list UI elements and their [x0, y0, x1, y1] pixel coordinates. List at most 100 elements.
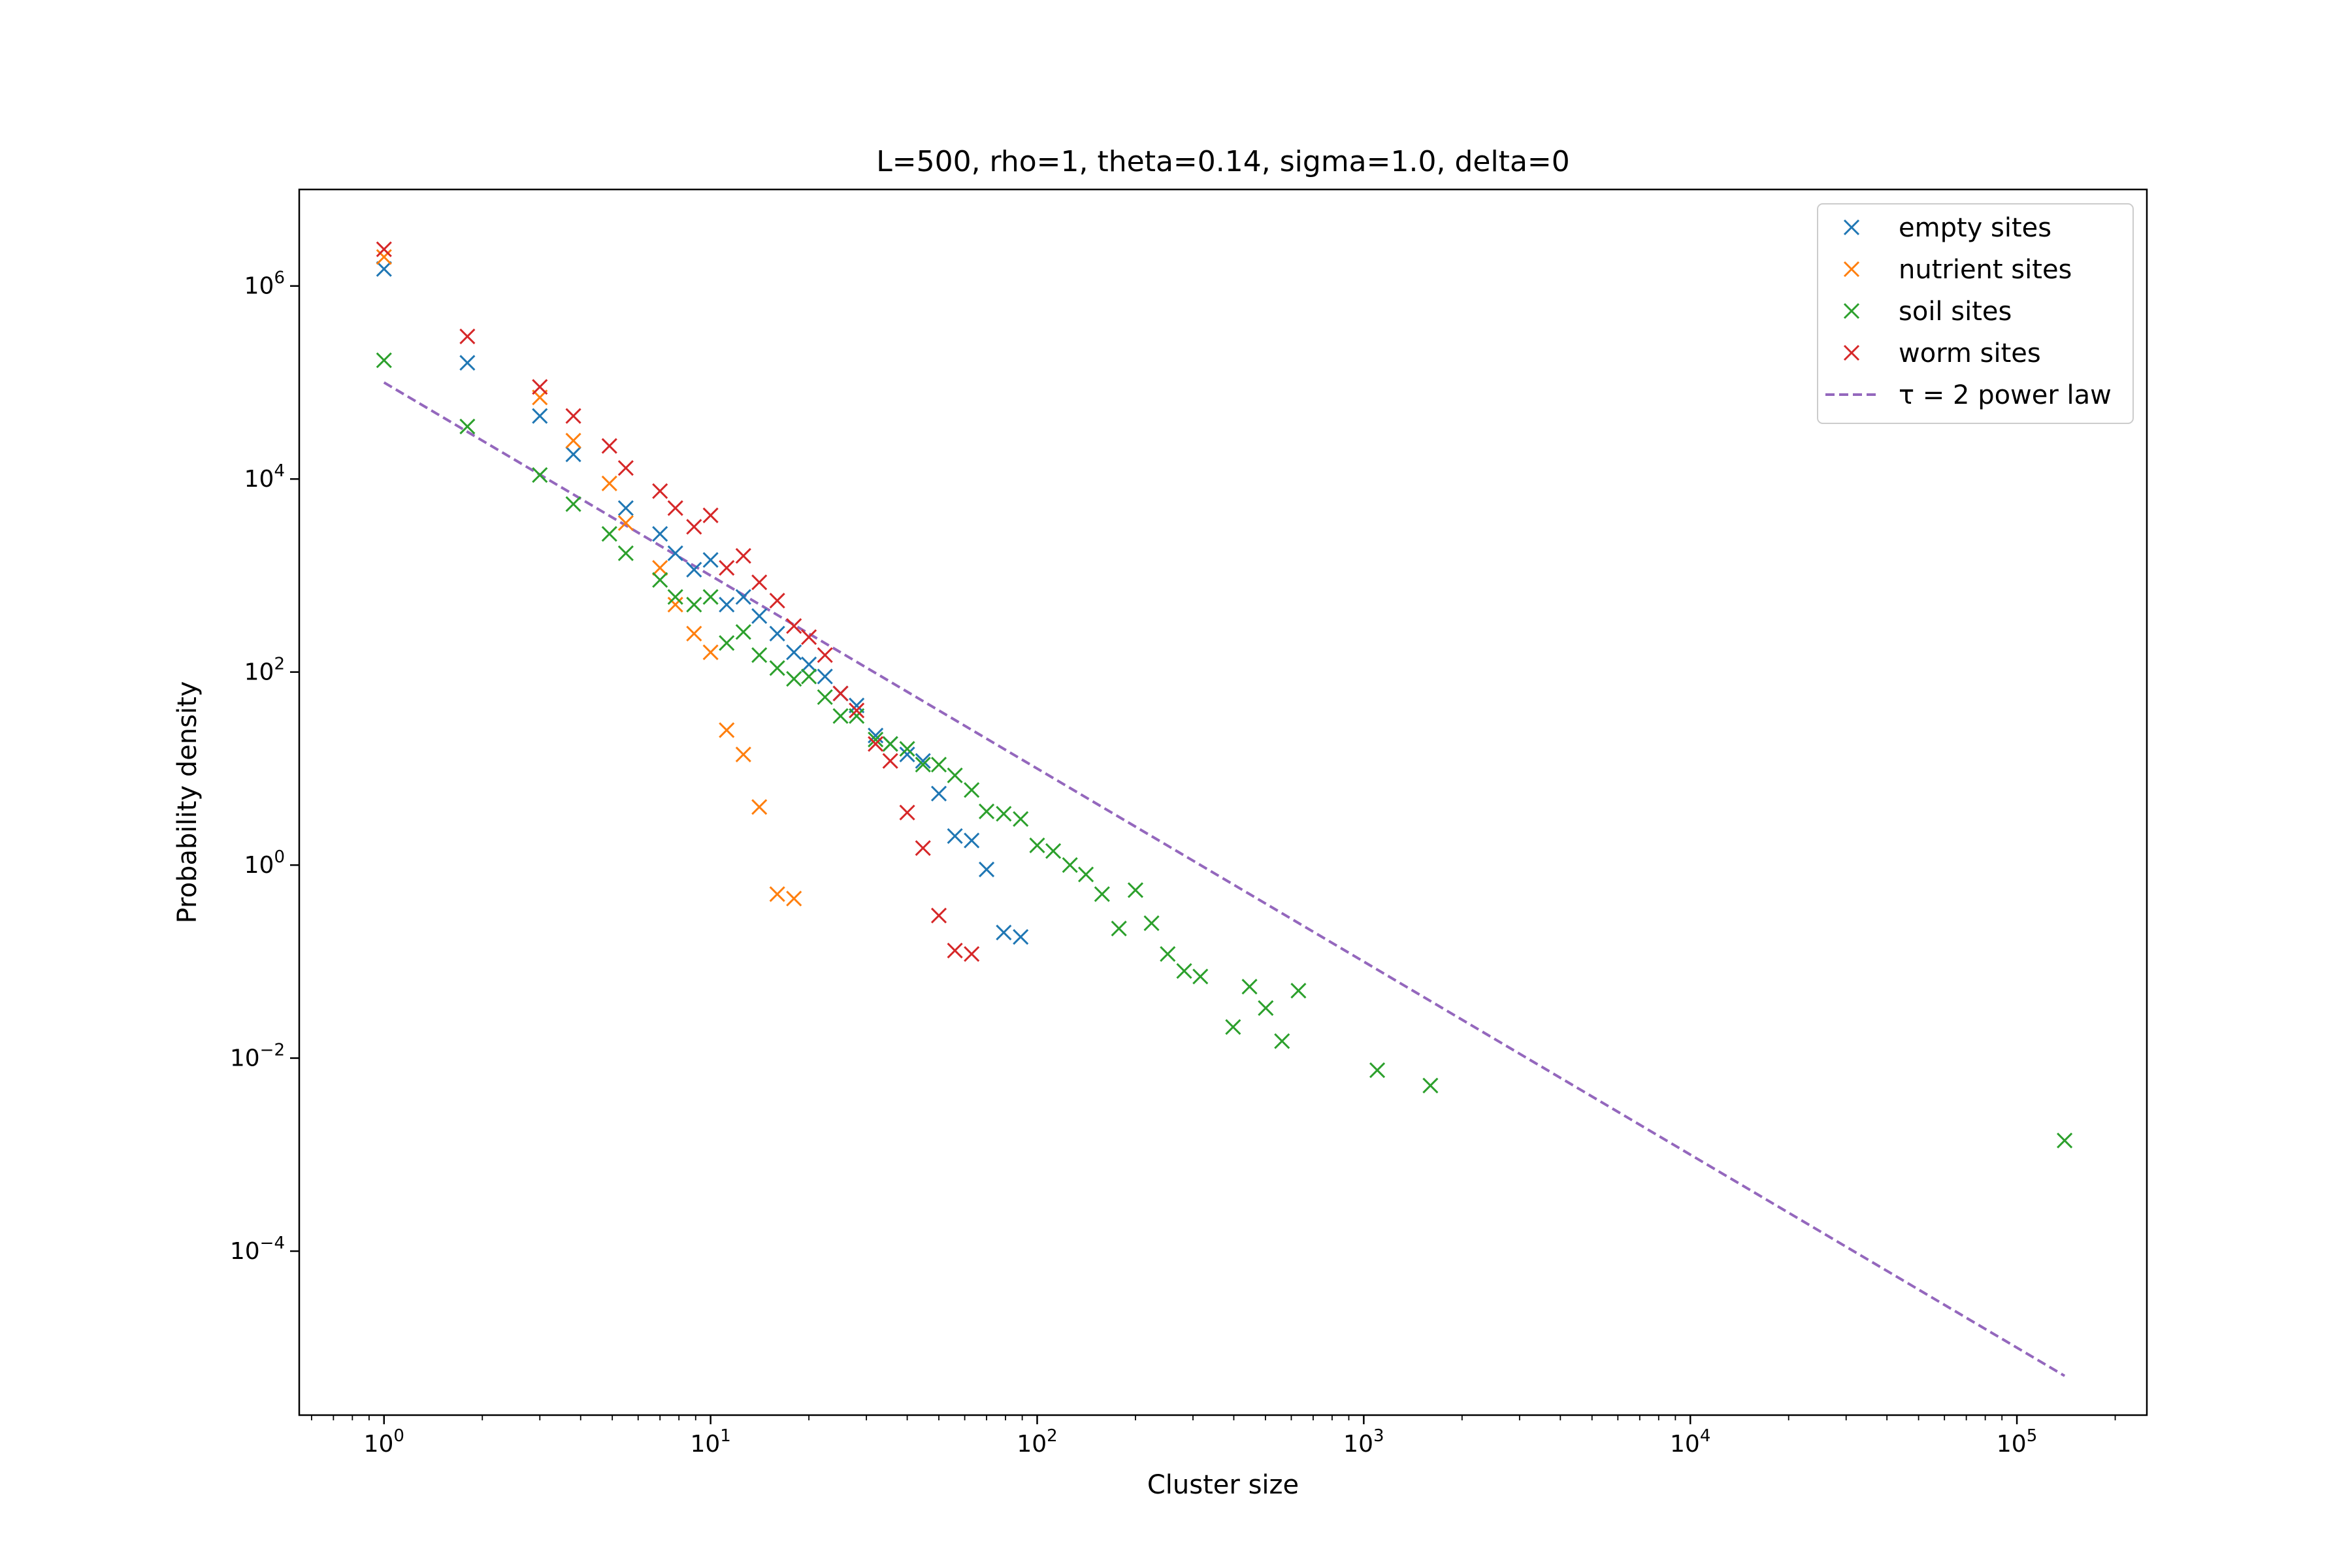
- data-point: [849, 702, 865, 719]
- y-tick-label: 106: [244, 269, 285, 300]
- data-point: [652, 572, 668, 588]
- y-tick-label: 102: [244, 655, 285, 686]
- data-point: [719, 635, 735, 651]
- legend-item: nutrient sites: [1843, 255, 2072, 285]
- x-tick-label: 101: [690, 1426, 730, 1458]
- data-point: [735, 547, 751, 564]
- data-point: [459, 328, 476, 345]
- data-point: [817, 647, 833, 663]
- data-point: [786, 644, 802, 661]
- data-point: [702, 589, 719, 605]
- data-point: [601, 475, 617, 492]
- data-point: [964, 832, 980, 849]
- data-point: [719, 560, 735, 576]
- data-point: [947, 942, 963, 959]
- legend-marker: [1843, 302, 1860, 319]
- power-law-reference-line: [383, 381, 2066, 1377]
- data-point: [769, 886, 785, 902]
- legend-marker: [1843, 261, 1860, 278]
- data-point: [817, 689, 833, 706]
- data-point: [376, 249, 392, 265]
- data-point: [667, 500, 683, 516]
- data-point: [947, 767, 963, 783]
- data-point: [652, 483, 668, 499]
- data-point: [1062, 857, 1078, 874]
- y-tick-label: 100: [244, 847, 285, 879]
- data-point: [930, 757, 947, 773]
- data-point: [565, 433, 581, 449]
- data-point: [532, 379, 548, 395]
- data-point: [832, 708, 849, 725]
- data-point: [786, 671, 802, 687]
- y-axis-label: Probability density: [172, 681, 203, 924]
- data-point: [1258, 1000, 1274, 1017]
- data-point: [719, 596, 735, 613]
- plot-area: [376, 241, 2073, 1377]
- data-point: [769, 625, 785, 642]
- data-point: [1094, 886, 1110, 902]
- data-point: [899, 746, 915, 762]
- data-point: [565, 408, 581, 424]
- data-point: [899, 741, 915, 757]
- x-tick-label: 100: [364, 1426, 404, 1458]
- x-tick-label: 102: [1017, 1426, 1057, 1458]
- data-point: [1029, 837, 1045, 854]
- data-point: [1143, 915, 1160, 932]
- data-point: [667, 596, 683, 613]
- data-point: [617, 515, 634, 531]
- data-point: [964, 946, 980, 962]
- data-point: [801, 668, 817, 685]
- data-point: [882, 753, 898, 769]
- legend-item: τ = 2 power law: [1825, 380, 2112, 410]
- data-point: [1160, 946, 1176, 962]
- x-tick-label: 105: [1997, 1426, 2037, 1458]
- legend-item: empty sites: [1843, 213, 2051, 243]
- data-point: [652, 560, 668, 576]
- data-point: [702, 507, 719, 523]
- data-point: [532, 408, 548, 424]
- data-point: [376, 261, 392, 277]
- data-point: [751, 647, 768, 663]
- data-point: [735, 746, 751, 762]
- data-point: [1176, 963, 1192, 979]
- data-point: [1127, 882, 1144, 898]
- data-point: [996, 806, 1012, 822]
- data-point: [686, 625, 702, 642]
- data-point: [769, 593, 785, 609]
- x-axis-label: Cluster size: [1147, 1470, 1299, 1500]
- legend-items: empty sites nutrient sites soil sites worm …: [1825, 213, 2112, 410]
- data-point: [702, 644, 719, 661]
- legend-item: worm sites: [1843, 338, 2041, 368]
- data-point: [786, 890, 802, 907]
- data-point: [832, 685, 849, 702]
- data-point: [979, 803, 995, 819]
- data-point: [459, 418, 476, 434]
- legend-label: τ = 2 power law: [1899, 380, 2112, 410]
- data-point: [376, 241, 392, 257]
- series-worm-sites: [376, 241, 980, 962]
- data-point: [601, 438, 617, 454]
- data-point: [376, 352, 392, 368]
- data-point: [652, 526, 668, 542]
- data-point: [1192, 968, 1209, 985]
- data-point: [801, 656, 817, 673]
- data-point: [702, 552, 719, 568]
- data-point: [979, 861, 995, 877]
- y-tick-label: 104: [244, 461, 285, 493]
- data-point: [565, 446, 581, 463]
- legend-marker: [1843, 344, 1860, 361]
- data-point: [565, 496, 581, 512]
- data-point: [1241, 979, 1258, 995]
- data-point: [667, 545, 683, 561]
- legend: empty sites nutrient sites soil sites worm …: [1817, 203, 2134, 424]
- data-point: [617, 545, 634, 561]
- data-point: [930, 907, 947, 924]
- data-point: [801, 629, 817, 645]
- axes-frame: [298, 188, 2148, 1416]
- data-point: [686, 519, 702, 535]
- data-point: [817, 668, 833, 685]
- data-point: [751, 608, 768, 625]
- data-point: [751, 574, 768, 591]
- y-tick-label: 10−4: [230, 1233, 285, 1265]
